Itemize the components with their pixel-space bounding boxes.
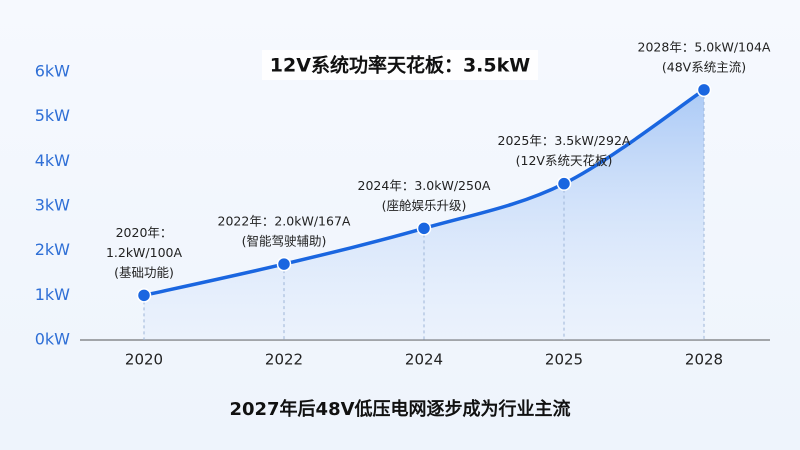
annotation: (座舱娱乐升级) (382, 198, 467, 213)
point (136, 288, 152, 303)
x-tick-label: 2024 (405, 351, 443, 369)
point (556, 176, 572, 191)
y-tick-label: 5kW (35, 106, 70, 125)
annotation: 2028年：5.0kW/104A (638, 39, 771, 54)
annotation: 2024年：3.0kW/250A (358, 178, 491, 193)
annotation: 2025年：3.5kW/292A (498, 133, 631, 148)
annotation: 2022年：2.0kW/167A (218, 214, 351, 229)
point (416, 221, 432, 236)
y-tick-label: 3kW (35, 196, 70, 215)
y-tick-label: 1kW (35, 285, 70, 304)
y-tick-label: 2kW (35, 240, 70, 259)
x-tick-label: 2025 (545, 351, 583, 369)
title-background (262, 50, 538, 80)
x-tick-label: 2022 (265, 351, 303, 369)
annotation: 2020年： (116, 225, 173, 240)
y-tick-label: 6kW (35, 62, 70, 81)
annotation: (12V系统天花板) (516, 153, 613, 168)
x-tick-label: 2020 (125, 351, 163, 369)
chart-subtitle: 2027年后48V低压电网逐步成为行业主流 (229, 398, 570, 420)
point (696, 82, 712, 98)
y-tick-label: 0kW (35, 330, 70, 349)
x-tick-label: 2028 (685, 351, 723, 369)
y-tick-label: 4kW (35, 151, 70, 170)
annotation: 1.2kW/100A (106, 245, 183, 260)
point (276, 256, 292, 272)
chart-title: 12V系统功率天花板：3.5kW (270, 54, 530, 77)
annotation: (48V系统主流) (662, 59, 746, 74)
annotation: (基础功能) (114, 265, 174, 280)
annotation: (智能驾驶辅助) (242, 234, 327, 249)
